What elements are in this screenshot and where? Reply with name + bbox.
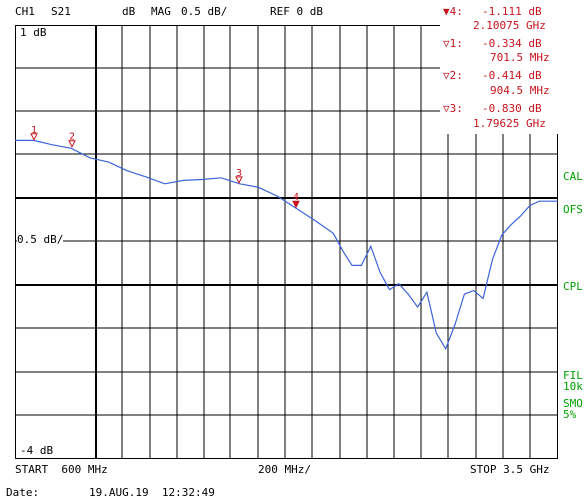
- marker-1-number: 1: [31, 125, 37, 136]
- marker4-value: -1.111 dB: [482, 5, 542, 18]
- marker2-freq: 904.5 MHz: [490, 84, 550, 97]
- marker-3-number: 3: [236, 168, 242, 179]
- scale-label: 0.5 dB/: [181, 5, 228, 18]
- date-value: 19.AUG.19 12:32:49: [89, 486, 215, 499]
- marker-3-symbol: [235, 176, 243, 184]
- marker-1-symbol: [30, 133, 38, 141]
- start-frequency: START 600 MHz: [15, 463, 108, 476]
- smo-indicator: SMO: [563, 397, 583, 410]
- format-label: MAG: [151, 5, 171, 18]
- marker1-freq: 701.5 MHz: [490, 51, 550, 64]
- marker2-id: ▽2:: [443, 69, 463, 82]
- ofs-indicator: OFS: [563, 203, 583, 216]
- bottom-scale-label: -4 dB: [20, 444, 54, 457]
- marker-4-number: 4: [293, 192, 299, 203]
- marker-2-number: 2: [69, 132, 75, 143]
- smo-percent: 5%: [563, 408, 577, 421]
- marker3-value: -0.830 dB: [482, 102, 542, 115]
- cal-indicator: CAL: [563, 170, 583, 183]
- marker3-freq: 1.79625 GHz: [473, 117, 546, 130]
- ref-label: REF 0 dB: [270, 5, 323, 18]
- marker1-value: -0.334 dB: [482, 37, 542, 50]
- marker3-id: ▽3:: [443, 102, 463, 115]
- top-scale-label: 1 dB: [20, 26, 47, 39]
- marker-readout-bg: [440, 4, 558, 134]
- param-label: S21: [51, 5, 71, 18]
- channel-label: CH1: [15, 5, 35, 18]
- marker-4-symbol: [292, 200, 300, 209]
- unit-label: dB: [122, 5, 136, 18]
- marker4-freq: 2.10075 GHz: [473, 19, 546, 32]
- marker2-value: -0.414 dB: [482, 69, 542, 82]
- fil-bandwidth: 10k: [563, 380, 583, 393]
- span-per-div: 200 MHz/: [258, 463, 311, 476]
- stop-frequency: STOP 3.5 GHz: [470, 463, 550, 476]
- graticule: [15, 25, 558, 459]
- mid-scale-label: 0.5 dB/: [17, 233, 64, 246]
- date-label: Date:: [6, 486, 40, 499]
- marker1-id: ▽1:: [443, 37, 463, 50]
- s21-trace: [15, 139, 558, 351]
- trace-markers: 1 2 3 4: [30, 125, 300, 209]
- cpl-indicator: CPL: [563, 280, 583, 293]
- marker-2-symbol: [68, 140, 76, 148]
- fil-indicator: FIL: [563, 369, 583, 382]
- marker4-id: ▼4:: [443, 5, 463, 18]
